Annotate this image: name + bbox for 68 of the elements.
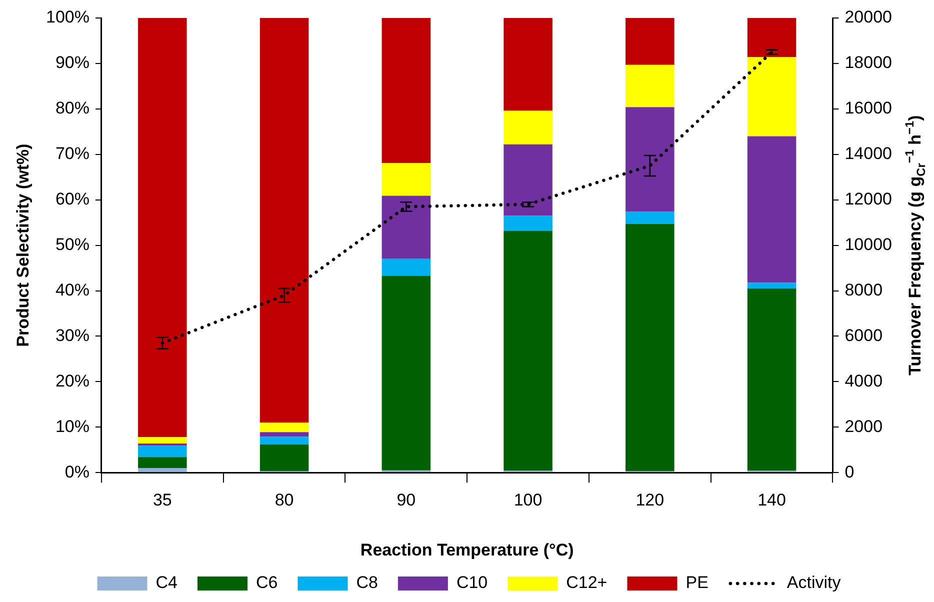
y-tick-label: 70%: [55, 144, 90, 164]
bar: [138, 18, 187, 438]
x-axis-title: Reaction Temperature (°C): [360, 540, 574, 560]
y2-tick-label: 2000: [844, 416, 883, 436]
x-tick-label: 80: [274, 490, 294, 510]
legend-label: PE: [686, 573, 708, 592]
y2-tick-label: 16000: [844, 98, 892, 118]
bar: [382, 276, 431, 470]
bar: [626, 224, 674, 472]
y-tick-label: 20%: [55, 371, 90, 390]
y-axis-title: Product Selectivity (wt%): [14, 144, 33, 347]
y2-tick-label: 10000: [844, 234, 892, 254]
bar: [626, 212, 674, 224]
y2-tick-label: 20000: [844, 8, 892, 27]
y2-tick-label: 8000: [844, 280, 883, 300]
bar: [747, 288, 796, 471]
bar: [138, 457, 187, 468]
y-tick-label: 30%: [55, 326, 90, 345]
bar: [626, 18, 674, 65]
bar: [260, 422, 309, 432]
bar: [138, 468, 187, 472]
bar: [138, 437, 187, 444]
x-tick-label: 120: [636, 490, 664, 510]
y2-tick-label: 14000: [844, 144, 892, 164]
bar: [504, 216, 552, 231]
bar: [626, 64, 674, 108]
x-tick-label: 140: [758, 490, 786, 510]
bar: [382, 258, 431, 276]
bar: [504, 18, 552, 111]
y-tick-label: 0%: [64, 462, 90, 482]
bar: [382, 18, 431, 164]
legend-label: C8: [356, 573, 378, 592]
y2-tick-label: 12000: [844, 190, 892, 209]
bar: [747, 282, 796, 288]
y2-tick-label: 0: [844, 462, 854, 482]
legend-label: C6: [256, 573, 278, 592]
y2-tick-label: 4000: [844, 371, 883, 390]
bar: [138, 446, 187, 458]
bar: [747, 18, 796, 58]
bar: [260, 436, 309, 444]
bar: [504, 110, 552, 144]
bar: [504, 230, 552, 471]
y-tick-label: 90%: [55, 53, 90, 72]
y-tick-label: 60%: [55, 190, 90, 209]
legend-label: C10: [456, 573, 488, 592]
bar: [626, 107, 674, 212]
legend-label: C12+: [566, 573, 608, 592]
y-tick-label: 10%: [55, 416, 90, 436]
y-tick-label: 100%: [46, 8, 90, 27]
y-tick-label: 40%: [55, 280, 90, 300]
y-tick-label: 80%: [55, 98, 90, 118]
bar: [747, 136, 796, 283]
y2-tick-label: 6000: [844, 326, 883, 345]
bar: [504, 144, 552, 216]
legend-label: C4: [156, 573, 178, 592]
y2-tick-label: 18000: [844, 53, 892, 72]
y-tick-label: 50%: [55, 234, 90, 254]
x-tick-label: 35: [152, 490, 172, 510]
bar: [747, 57, 796, 136]
legend-label: Activity: [786, 573, 842, 592]
bar: [260, 18, 309, 423]
bar: [260, 444, 309, 472]
x-tick-label: 90: [396, 490, 416, 510]
x-tick-label: 100: [514, 490, 542, 510]
bar: [382, 163, 431, 196]
y2-axis-title: Turnover Frequency (g gCr−1 h−1): [902, 115, 928, 376]
bar: [382, 196, 431, 258]
bar: [260, 432, 309, 437]
